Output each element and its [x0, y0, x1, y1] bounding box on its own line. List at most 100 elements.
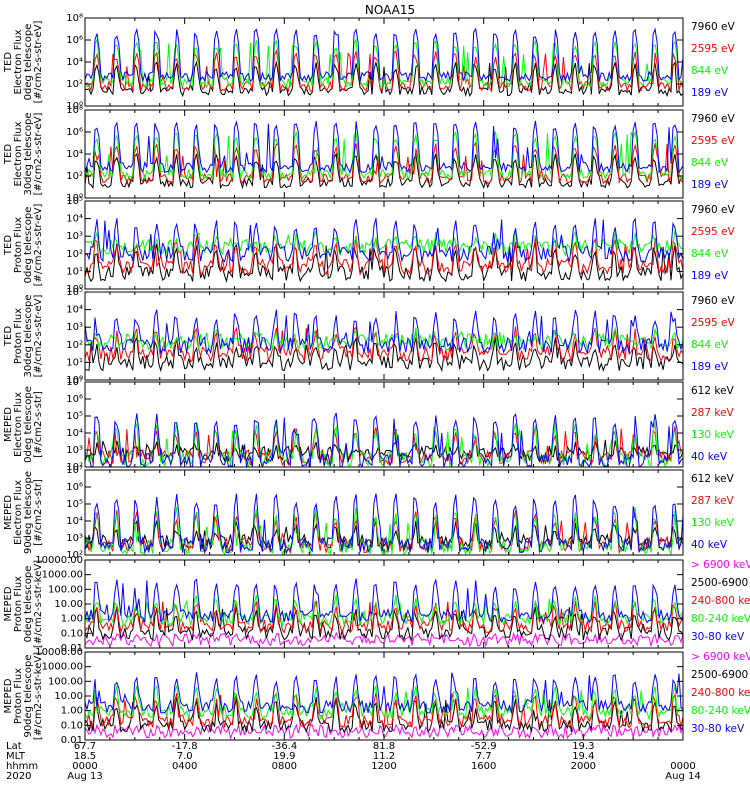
series-line-4 — [85, 217, 683, 263]
legend-entry: 30-80 keV — [691, 723, 745, 735]
y-tick-label: 10⁵ — [66, 196, 83, 207]
footer-cell: Aug 13 — [67, 771, 102, 782]
footer-cell: 7.7 — [476, 751, 492, 762]
series-line-1 — [85, 336, 683, 373]
legend-entry: 7960 eV — [691, 21, 736, 33]
y-tick-label: 10⁴ — [66, 516, 83, 527]
legend-entry: > 6900 keV — [691, 651, 750, 663]
panel-5: 10² 10³ 10⁴ 10⁵ 10⁶ 10⁷ MEPED Electron Flux 0deg… — [3, 377, 735, 473]
y-tick-label: 10⁸ — [66, 105, 83, 116]
legend-entry: 844 eV — [691, 157, 729, 169]
footer-cell: 1600 — [471, 761, 496, 772]
legend-entry: 7960 eV — [691, 295, 736, 307]
series-line-4 — [85, 120, 683, 174]
legend-entry: 612 keV — [691, 385, 735, 397]
panel-7: 0.01 0.10 1.00 10.00 100.00 1000.00 10000.00 ME… — [3, 555, 750, 654]
footer-cell: 18.5 — [74, 751, 96, 762]
y-axis-title-line: [#/cm2-s-str-eV] — [33, 204, 44, 287]
y-tick-label: 10⁵ — [66, 287, 83, 298]
legend-entry: 844 eV — [691, 339, 729, 351]
y-axis-title-line: MEPED — [3, 678, 14, 713]
legend-entry: 80-240 keV — [691, 613, 750, 625]
footer-cell: Aug 14 — [665, 771, 700, 782]
y-axis-title-line: [#/cm2-s-str-eV] — [33, 21, 44, 104]
series-line-3 — [85, 600, 683, 635]
y-axis-title-line: Proton Flux — [13, 668, 24, 724]
footer-cell: 1200 — [371, 761, 396, 772]
series-line-1 — [85, 242, 683, 284]
y-tick-label: 0.01 — [61, 735, 83, 746]
series-line-5 — [85, 578, 683, 624]
y-tick-label: 10¹ — [66, 357, 83, 368]
series-line-2 — [85, 697, 683, 734]
series-line-2 — [85, 236, 683, 276]
footer-cell: 81.8 — [373, 741, 395, 752]
legend-entry: 80-240 keV — [691, 705, 750, 717]
y-tick-label: 10.00 — [54, 691, 83, 702]
y-tick-label: 10⁰ — [66, 193, 83, 204]
y-tick-label: 10⁵ — [66, 499, 83, 510]
y-axis-title-line: 90deg telescope — [23, 471, 34, 554]
footer-row-label: hhmm — [6, 761, 38, 772]
legend-entry: 612 keV — [691, 473, 735, 485]
y-tick-label: 1000.00 — [42, 570, 83, 581]
series-line-2 — [85, 606, 683, 642]
legend-entry: 130 keV — [691, 517, 735, 529]
legend-entry: 189 eV — [691, 179, 729, 191]
y-axis-title-line: Electron Flux — [13, 392, 24, 457]
legend-entry: 30-80 keV — [691, 631, 745, 643]
y-axis-title-line: MEPED — [3, 495, 14, 530]
y-tick-label: 10² — [66, 79, 83, 90]
figure-title: NOAA15 — [365, 3, 415, 17]
series-line-4 — [85, 27, 683, 84]
panel-3: 10⁰ 10¹ 10² 10³ 10⁴ 10⁵ TED Proton Flux 0deg tel… — [3, 196, 736, 295]
y-axis-title-line: 0deg telescope — [23, 566, 34, 643]
y-tick-label: 10³ — [66, 231, 83, 242]
y-tick-label: 10⁵ — [66, 411, 83, 422]
footer-cell: -36.4 — [271, 741, 297, 752]
y-axis-title-line: TED — [3, 235, 14, 256]
y-tick-label: 10⁶ — [66, 482, 83, 493]
series-line-2 — [85, 510, 683, 555]
y-tick-label: 10⁶ — [66, 394, 83, 405]
y-tick-label: 10⁰ — [66, 375, 83, 386]
legend-entry: 240-800 keV — [691, 687, 750, 699]
y-tick-label: 10000.00 — [35, 555, 83, 566]
y-tick-label: 10² — [66, 462, 83, 473]
legend-entry: 130 keV — [691, 429, 735, 441]
y-axis-title-line: 90deg telescope — [23, 654, 34, 737]
series-line-5 — [85, 672, 683, 715]
y-axis-title-line: [#/cm2-s-str] — [33, 391, 44, 458]
y-axis-title-line: 0deg telescope — [23, 386, 34, 463]
footer-cell: 0000 — [670, 761, 695, 772]
panel-8: 0.01 0.10 1.00 10.00 100.00 1000.00 10000.00 ME… — [3, 647, 750, 746]
y-tick-label: 10⁶ — [66, 35, 83, 46]
y-tick-label: 10² — [66, 171, 83, 182]
y-tick-label: 10000.00 — [35, 647, 83, 658]
footer-cell: 7.0 — [177, 751, 193, 762]
y-tick-label: 10⁴ — [66, 214, 83, 225]
y-axis-title-line: [#/cm2-s-str] — [33, 479, 44, 546]
y-tick-label: 10⁸ — [66, 13, 83, 24]
y-tick-label: 0.01 — [61, 643, 83, 654]
footer-cell: -52.9 — [471, 741, 497, 752]
y-axis-title-line: [#/cm2-s-str-keV] — [33, 652, 44, 740]
y-axis-title-line: MEPED — [3, 407, 14, 442]
y-tick-label: 10¹ — [66, 266, 83, 277]
y-tick-label: 10² — [66, 550, 83, 561]
legend-entry: 844 eV — [691, 65, 729, 77]
y-axis-title-line: TED — [3, 52, 14, 73]
series-line-3 — [85, 692, 683, 730]
legend-entry: 40 keV — [691, 539, 728, 551]
series-line-4 — [85, 684, 683, 721]
y-axis-title-line: Proton Flux — [13, 308, 24, 364]
y-tick-label: 10⁰ — [66, 284, 83, 295]
panel-2: 10⁰ 10² 10⁴ 10⁶ 10⁸ TED Electron Flux 30deg tel… — [3, 105, 736, 204]
legend-entry: 240-800 keV — [691, 595, 750, 607]
y-axis-title-line: 30deg telescope — [23, 294, 34, 377]
series-line-3 — [85, 326, 683, 351]
legend-entry: 287 keV — [691, 495, 735, 507]
